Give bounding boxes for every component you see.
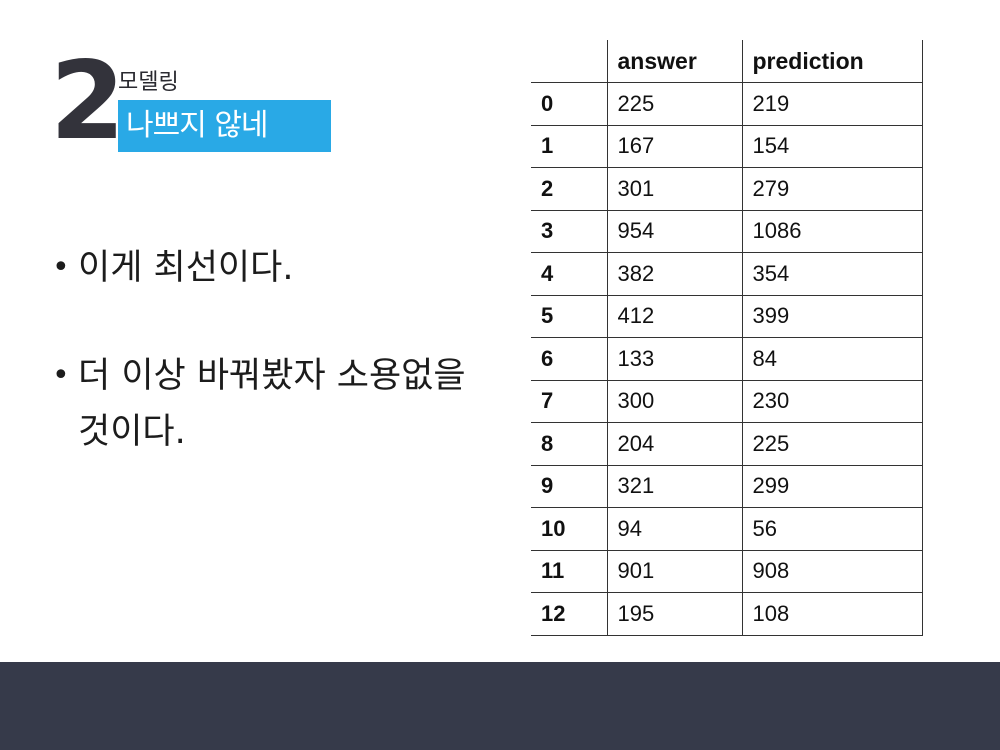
table-row: 12 195 108 <box>531 592 923 636</box>
cell-index: 10 <box>531 507 608 551</box>
bullet-dot-icon: • <box>52 250 70 285</box>
table-row: 4 382 354 <box>531 252 923 296</box>
cell-answer: 167 <box>606 124 743 168</box>
cell-answer: 954 <box>606 209 743 253</box>
cell-index: 1 <box>531 124 608 168</box>
footer-bar <box>0 662 1000 750</box>
cell-index: 6 <box>531 337 608 381</box>
cell-answer: 412 <box>606 294 743 338</box>
cell-answer: 225 <box>606 82 743 126</box>
cell-answer: 133 <box>606 337 743 381</box>
cell-prediction: 354 <box>741 252 923 296</box>
bullet-item: • 더 이상 바꿔봤자 소용없을 것이다. <box>52 348 472 460</box>
header-prediction: prediction <box>741 40 923 83</box>
cell-answer: 300 <box>606 379 743 423</box>
table-row: 5 412 399 <box>531 294 923 338</box>
table-row: 0 225 219 <box>531 82 923 126</box>
bullet-text: 이게 최선이다. <box>78 248 294 288</box>
cell-prediction: 279 <box>741 167 923 211</box>
table-row: 3 954 1086 <box>531 209 923 253</box>
table-header-row: answer prediction <box>531 40 923 83</box>
table-row: 2 301 279 <box>531 167 923 211</box>
cell-prediction: 56 <box>741 507 923 551</box>
cell-prediction: 908 <box>741 549 923 593</box>
cell-index: 4 <box>531 252 608 296</box>
cell-index: 3 <box>531 209 608 253</box>
table-row: 6 133 84 <box>531 337 923 381</box>
results-table: answer prediction 0 225 219 1 167 154 2 301 279 3… <box>531 40 923 636</box>
cell-index: 9 <box>531 464 608 508</box>
cell-prediction: 1086 <box>741 209 923 253</box>
cell-index: 7 <box>531 379 608 423</box>
table-row: 9 321 299 <box>531 464 923 508</box>
section-number: 2 <box>50 39 125 164</box>
cell-prediction: 108 <box>741 592 923 636</box>
cell-index: 5 <box>531 294 608 338</box>
cell-answer: 204 <box>606 422 743 466</box>
cell-index: 0 <box>531 82 608 126</box>
table-row: 10 94 56 <box>531 507 923 551</box>
header-index <box>531 40 608 83</box>
cell-answer: 321 <box>606 464 743 508</box>
cell-prediction: 399 <box>741 294 923 338</box>
cell-prediction: 299 <box>741 464 923 508</box>
cell-answer: 301 <box>606 167 743 211</box>
bullet-text: 더 이상 바꿔봤자 소용없을 것이다. <box>78 356 466 452</box>
cell-answer: 94 <box>606 507 743 551</box>
cell-answer: 195 <box>606 592 743 636</box>
section-subtitle: 모델링 <box>118 70 179 95</box>
bullet-item: • 이게 최선이다. <box>52 240 472 296</box>
cell-answer: 382 <box>606 252 743 296</box>
cell-prediction: 225 <box>741 422 923 466</box>
table-row: 8 204 225 <box>531 422 923 466</box>
table-row: 7 300 230 <box>531 379 923 423</box>
section-title: 나쁘지 않네 <box>118 100 331 152</box>
cell-index: 2 <box>531 167 608 211</box>
cell-prediction: 154 <box>741 124 923 168</box>
table-row: 1 167 154 <box>531 124 923 168</box>
cell-prediction: 219 <box>741 82 923 126</box>
cell-prediction: 230 <box>741 379 923 423</box>
cell-index: 12 <box>531 592 608 636</box>
table-row: 11 901 908 <box>531 549 923 593</box>
bullet-dot-icon: • <box>52 358 70 393</box>
cell-index: 11 <box>531 549 608 593</box>
header-answer: answer <box>606 40 743 83</box>
bullet-list: • 이게 최선이다. • 더 이상 바꿔봤자 소용없을 것이다. <box>52 240 472 512</box>
cell-prediction: 84 <box>741 337 923 381</box>
cell-index: 8 <box>531 422 608 466</box>
cell-answer: 901 <box>606 549 743 593</box>
